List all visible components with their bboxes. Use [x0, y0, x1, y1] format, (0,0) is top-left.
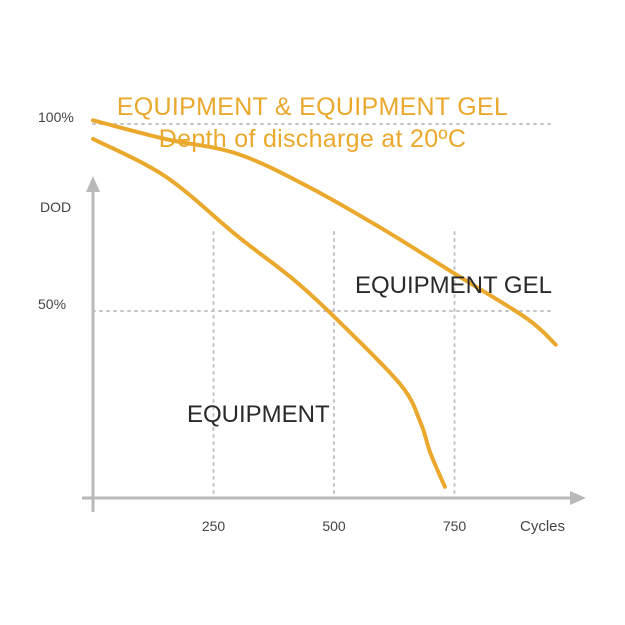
chart-title: EQUIPMENT & EQUIPMENT GEL — [116, 93, 509, 121]
y-axis-arrow — [86, 176, 100, 192]
y-tick-label: 50% — [38, 296, 66, 312]
series-line-equipment — [91, 136, 447, 489]
x-axis-label: Cycles — [520, 518, 565, 535]
series-line-equipment-gel — [91, 118, 558, 347]
series-label-equipment: EQUIPMENT — [187, 401, 330, 428]
axes — [82, 176, 586, 512]
chart-title-block: EQUIPMENT & EQUIPMENT GEL Depth of disch… — [0, 91, 625, 155]
tick-labels: 250 500 750 100% 50% — [38, 109, 466, 534]
series-group — [91, 118, 558, 489]
x-axis-arrow — [570, 491, 586, 505]
series-label-equipment-gel: EQUIPMENT GEL — [355, 272, 552, 299]
x-tick-label: 500 — [322, 518, 346, 534]
x-tick-label: 750 — [443, 518, 467, 534]
x-tick-label: 250 — [202, 518, 226, 534]
y-tick-label: 100% — [38, 109, 74, 125]
y-axis-label: DOD — [40, 199, 71, 215]
grid-lines — [92, 123, 556, 499]
axis-labels: DOD Cycles EQUIPMENT GEL EQUIPMENT — [40, 199, 565, 535]
